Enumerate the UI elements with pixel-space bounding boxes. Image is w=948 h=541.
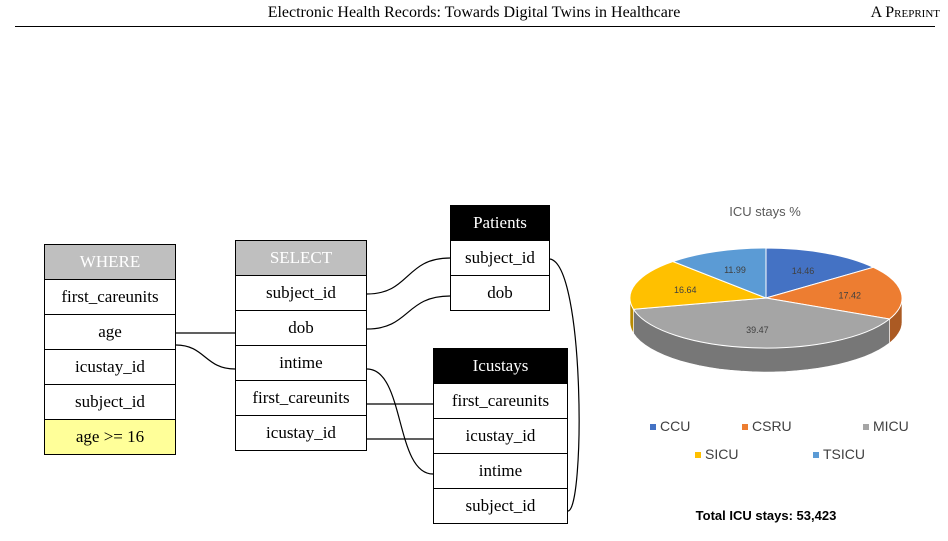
pie-slice-tsicu (671, 247, 767, 299)
icustays-row-intime: intime (433, 453, 568, 489)
preprint-label: A Preprint (870, 4, 940, 21)
legend-swatch-micu (863, 424, 869, 430)
legend-label-ccu: CCU (660, 418, 690, 434)
legend-label-tsicu: TSICU (823, 446, 865, 462)
legend-swatch-tsicu (813, 452, 819, 458)
legend-label-sicu: SICU (705, 446, 738, 462)
where-table: WHERE first_careunits age icustay_id sub… (44, 244, 176, 455)
pie-slices (629, 247, 903, 349)
running-title: Electronic Health Records: Towards Digit… (267, 4, 681, 21)
legend-swatch-sicu (695, 452, 701, 458)
chart-footer: Total ICU stays: 53,423 (696, 508, 837, 523)
link-subject-patients (366, 257, 451, 295)
select-row-icustay-id: icustay_id (235, 415, 367, 451)
select-table: SELECT subject_id dob intime first_careu… (235, 240, 367, 451)
pie-slice-sicu (629, 260, 767, 310)
icustays-table: Icustays first_careunits icustay_id inti… (433, 348, 568, 524)
link-patients-icustays-subject (549, 258, 580, 512)
where-row-subject-id: subject_id (44, 384, 176, 420)
patients-row-subject-id: subject_id (450, 240, 550, 276)
pie-slice-csru (765, 266, 903, 320)
icustays-row-subject-id: subject_id (433, 488, 568, 524)
legend-swatch-ccu (650, 424, 656, 430)
pie-data-labels: 14.46 17.42 39.47 16.64 11.99 (674, 265, 861, 335)
pie-data-label-csru: 17.42 (839, 291, 862, 301)
header-rule (15, 26, 935, 27)
chart-title: ICU stays % (729, 204, 801, 219)
pie-slice-micu (632, 297, 891, 349)
select-row-intime: intime (235, 345, 367, 381)
link-intime-icustays (366, 368, 434, 475)
legend-label-micu: MICU (873, 418, 909, 434)
icustays-table-header: Icustays (433, 348, 568, 384)
patients-table: Patients subject_id dob (450, 205, 550, 311)
patients-row-dob: dob (450, 275, 550, 311)
page-header: Electronic Health Records: Towards Digit… (0, 0, 948, 27)
where-table-header: WHERE (44, 244, 176, 280)
patients-table-header: Patients (450, 205, 550, 241)
select-table-header: SELECT (235, 240, 367, 276)
where-row-icustay-id: icustay_id (44, 349, 176, 385)
pie-legend: CCU CSRU MICU SICU TSICU (650, 418, 909, 462)
link-icustay-intime (175, 344, 236, 370)
legend-swatch-csru (742, 424, 748, 430)
legend-label-csru: CSRU (752, 418, 792, 434)
pie-slice-ccu (765, 247, 875, 299)
where-row-age: age (44, 314, 176, 350)
select-row-first-careunits: first_careunits (235, 380, 367, 416)
link-dob-patients (366, 295, 451, 330)
where-row-condition: age >= 16 (44, 419, 176, 455)
pie-data-label-sicu: 16.64 (674, 285, 697, 295)
pie-data-label-micu: 39.47 (746, 325, 769, 335)
pie-data-label-tsicu: 11.99 (724, 265, 746, 275)
pie-data-label-ccu: 14.46 (792, 266, 815, 276)
icustays-row-first-careunits: first_careunits (433, 383, 568, 419)
